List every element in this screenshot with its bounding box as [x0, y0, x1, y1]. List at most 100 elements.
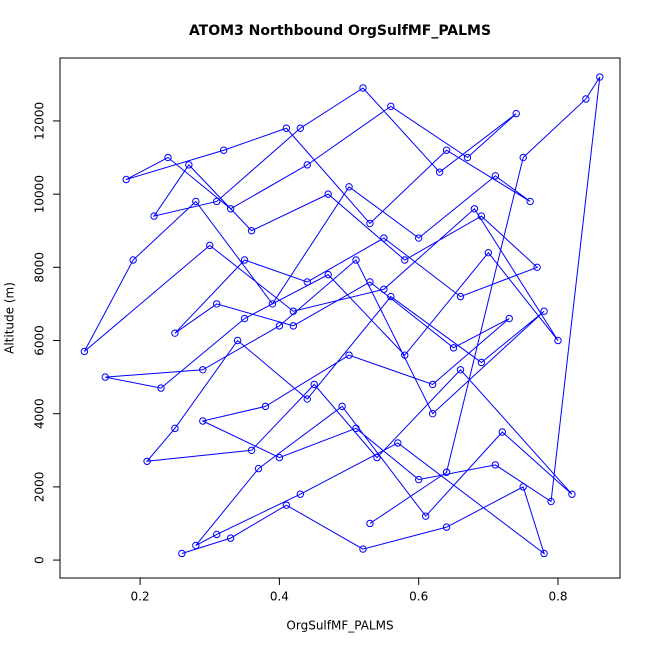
data-point	[240, 314, 249, 323]
data-point	[324, 190, 332, 198]
data-point	[505, 314, 513, 323]
data-point	[442, 468, 451, 476]
data-point	[498, 428, 506, 436]
data-point	[380, 234, 388, 242]
data-point	[254, 464, 263, 473]
data-point	[449, 344, 458, 352]
x-tick-label: 0.8	[548, 590, 567, 604]
data-point	[415, 234, 423, 242]
data-point	[366, 219, 374, 228]
data-point	[289, 307, 298, 315]
data-point	[442, 523, 451, 531]
data-point	[303, 395, 311, 403]
data-point	[275, 453, 284, 462]
y-tick-label: 2000	[33, 472, 47, 503]
data-point	[477, 358, 486, 367]
data-point	[310, 380, 318, 389]
data-point	[380, 285, 388, 293]
data-point	[247, 227, 256, 235]
data-point	[199, 366, 207, 374]
data-point	[352, 256, 360, 264]
data-point	[303, 278, 311, 286]
data-point	[456, 366, 465, 374]
data-point	[456, 292, 465, 301]
data-point	[554, 336, 562, 345]
data-point	[157, 384, 165, 392]
data-point	[477, 212, 486, 220]
data-point	[512, 109, 520, 118]
data-point	[171, 424, 179, 433]
data-point	[366, 519, 374, 528]
data-point	[247, 446, 256, 454]
data-point	[213, 300, 221, 308]
data-point	[226, 534, 235, 542]
data-point	[463, 153, 472, 162]
data-point	[129, 256, 137, 264]
data-point	[387, 292, 395, 301]
y-axis-label: Altitude (m)	[3, 282, 17, 354]
data-point	[345, 351, 353, 359]
data-point	[240, 256, 249, 264]
data-point	[484, 248, 493, 257]
x-tick-label: 0.2	[131, 590, 150, 604]
chart-title: ATOM3 Northbound OrgSulfMF_PALMS	[189, 23, 491, 39]
data-point	[366, 278, 374, 286]
data-point	[568, 490, 576, 498]
data-point	[428, 380, 437, 389]
data-point	[547, 497, 555, 506]
y-tick-label: 8000	[33, 252, 47, 283]
data-point	[442, 146, 451, 154]
data-point	[533, 263, 541, 272]
x-tick-label: 0.4	[270, 590, 289, 604]
data-point	[213, 530, 221, 539]
data-point	[80, 347, 89, 356]
data-point	[101, 373, 109, 381]
data-point	[164, 153, 172, 162]
data-point	[373, 453, 381, 462]
y-tick-label: 4000	[33, 398, 47, 429]
data-point	[519, 483, 527, 491]
data-point	[345, 183, 353, 191]
data-point	[303, 161, 311, 169]
data-point	[192, 541, 200, 550]
data-point	[213, 197, 221, 206]
data-point	[192, 197, 200, 206]
data-point	[219, 146, 228, 154]
data-point	[352, 424, 360, 433]
x-axis-label: OrgSulfMF_PALMS	[286, 619, 393, 633]
data-point	[282, 501, 291, 509]
data-point	[415, 475, 423, 484]
data-point	[143, 457, 151, 465]
data-point	[150, 212, 158, 220]
data-point	[275, 322, 284, 330]
data-point	[261, 402, 270, 411]
data-point	[491, 461, 500, 469]
y-tick-label: 6000	[33, 325, 47, 356]
y-tick-label: 12000	[33, 102, 47, 140]
data-point	[401, 256, 409, 264]
data-point	[491, 172, 500, 180]
data-point	[526, 197, 534, 206]
data-point	[171, 329, 179, 337]
data-point	[401, 351, 409, 359]
data-point	[282, 124, 291, 132]
data-point	[226, 205, 235, 213]
y-tick-label: 10000	[33, 175, 47, 213]
x-tick-label: 0.6	[409, 590, 428, 604]
data-point	[540, 307, 548, 315]
data-point	[428, 409, 437, 418]
data-point	[268, 300, 277, 308]
data-point	[435, 168, 444, 176]
data-point	[122, 175, 130, 184]
data-point	[233, 336, 242, 345]
data-point	[178, 549, 186, 558]
data-point	[199, 417, 207, 425]
data-point	[296, 124, 304, 132]
data-point	[519, 153, 527, 162]
data-point	[359, 545, 367, 553]
data-point	[289, 322, 298, 330]
data-point	[421, 512, 430, 520]
data-point	[596, 73, 604, 81]
